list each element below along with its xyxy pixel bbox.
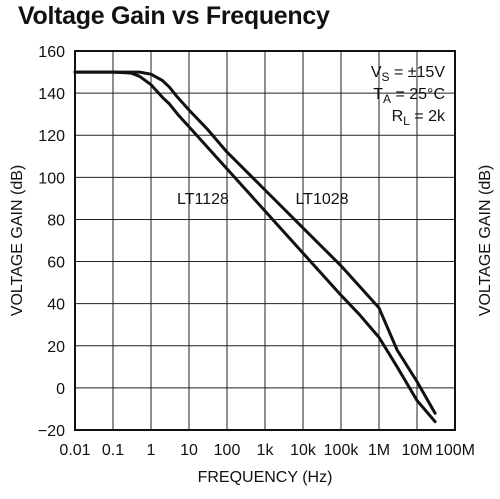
y-axis-label-right: VOLTAGE GAIN (dB) xyxy=(477,165,494,316)
y-tick-label: 160 xyxy=(38,44,65,61)
y-tick-label: 120 xyxy=(38,128,65,145)
y-tick-label: 140 xyxy=(38,86,65,103)
plot-frame xyxy=(74,50,456,431)
series-label-lt1128: LT1128 xyxy=(177,191,229,208)
x-tick-label: 1 xyxy=(147,442,156,459)
series-line-lt1128 xyxy=(73,70,437,424)
condition-label: TA = 25°C xyxy=(373,86,445,106)
y-tick-label: 20 xyxy=(47,339,65,356)
y-tick-label: 80 xyxy=(47,212,65,229)
x-tick-label: 1k xyxy=(257,442,275,459)
series-line-lt1028 xyxy=(73,70,437,415)
x-tick-label: 100k xyxy=(324,442,360,459)
chart-title: Voltage Gain vs Frequency xyxy=(18,2,330,30)
y-axis-label: VOLTAGE GAIN (dB) xyxy=(9,165,26,316)
series-label-lt1028: LT1028 xyxy=(295,191,348,208)
x-tick-label: 100 xyxy=(214,442,241,459)
x-tick-label: 0.1 xyxy=(102,442,124,459)
y-tick-label: −20 xyxy=(38,423,65,440)
condition-label: VS = ±15V xyxy=(371,64,446,84)
x-tick-label: 10 xyxy=(180,442,198,459)
x-tick-label: 10M xyxy=(401,442,432,459)
y-tick-label: 0 xyxy=(56,381,65,398)
x-axis-label: FREQUENCY (Hz) xyxy=(198,469,333,486)
x-tick-label: 100M xyxy=(435,442,475,459)
x-tick-label: 1M xyxy=(368,442,390,459)
x-tick-label: 10k xyxy=(290,442,317,459)
y-tick-label: 60 xyxy=(47,255,65,272)
condition-label: RL = 2k xyxy=(392,108,446,128)
y-tick-label: 100 xyxy=(38,170,65,187)
x-tick-label: 0.01 xyxy=(59,442,90,459)
y-tick-label: 40 xyxy=(47,297,65,314)
